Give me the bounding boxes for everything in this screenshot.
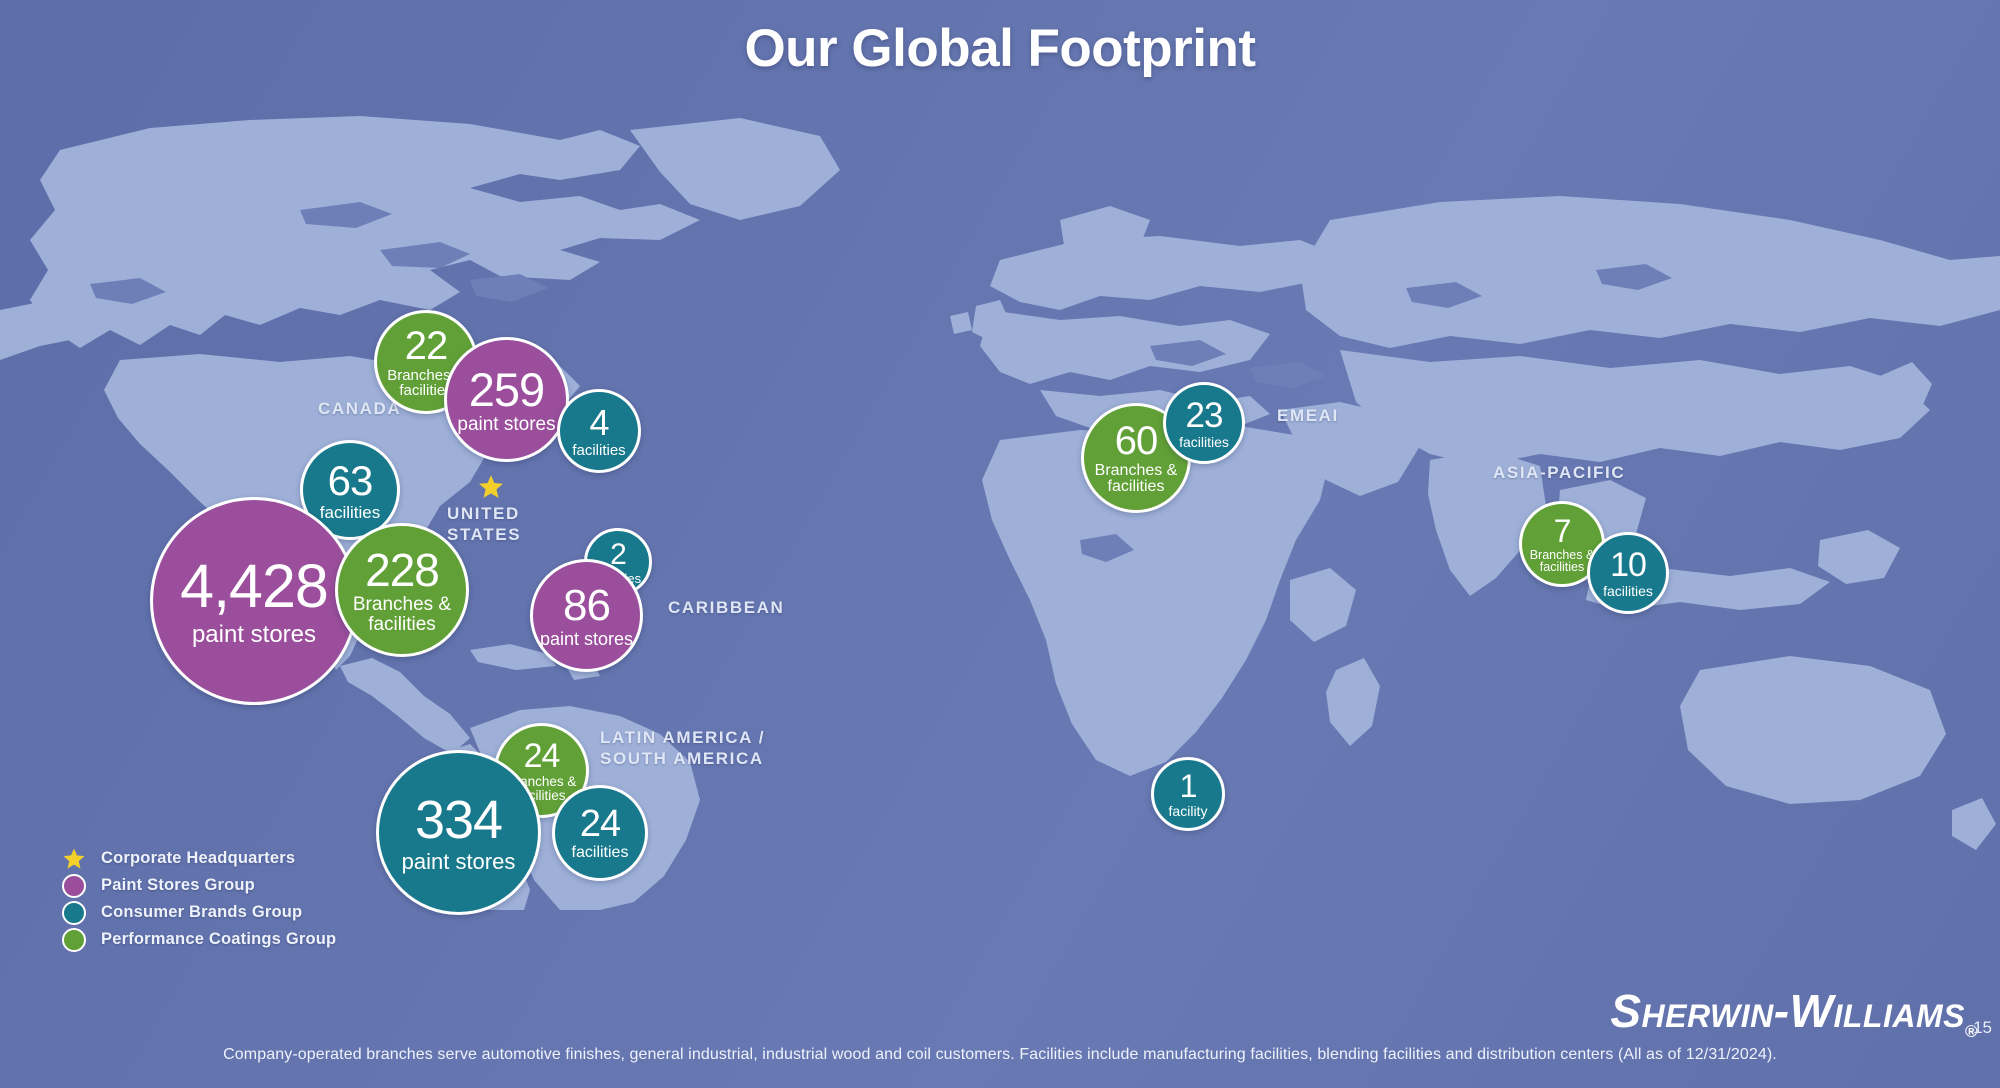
legend-label: Consumer Brands Group [101, 903, 303, 921]
region-label-emeai: EMEAI [1277, 406, 1339, 425]
region-label-caribbean: CARIBBEAN [668, 598, 785, 617]
circle-icon [62, 900, 86, 925]
legend-label: Paint Stores Group [101, 876, 255, 894]
region-label-canada: CANADA [318, 399, 402, 418]
page-title: Our Global Footprint [744, 19, 1256, 78]
logo-wordmark: Sherwin-Williams [1610, 985, 1965, 1037]
corporate-headquarters-star-icon [479, 475, 503, 498]
bubble-united-states-facilities: 63 facilities [300, 440, 400, 540]
bubble-africa-facility: 1 facility [1151, 757, 1225, 831]
bubble-canada-facilities: 4 facilities [557, 389, 641, 473]
region-label-asia-pacific: ASIA-PACIFIC [1493, 463, 1626, 482]
bubble-emeai-facilities: 23 facilities [1163, 382, 1245, 464]
page-number: 15 [1973, 1018, 1992, 1037]
bubble-asia-pacific-facilities: 10 facilities [1587, 532, 1669, 614]
footnote: Company-operated branches serve automoti… [223, 1046, 1777, 1063]
bubble-united-states-branches-facilities: 228 Branches & facilities [335, 523, 469, 657]
sherwin-williams-logo: Sherwin-Williams® [1610, 984, 1978, 1042]
legend-item-consumer-brands-group: Consumer Brands Group [62, 899, 336, 926]
map-landmasses [0, 116, 2000, 910]
star-icon [63, 848, 85, 869]
bubble-latin-america-paint-stores: 334 paint stores [376, 750, 541, 915]
world-map [0, 110, 2000, 910]
legend-label: Corporate Headquarters [101, 849, 296, 867]
region-label-united-states: UNITED STATES [447, 504, 522, 545]
region-label-latin-america: LATIN AMERICA / SOUTH AMERICA [600, 728, 766, 769]
circle-icon [62, 927, 86, 952]
bubble-asia-pacific-branches-facilities: 7 Branches & facilities [1519, 501, 1605, 587]
bubble-latin-america-facilities: 24 facilities [552, 785, 648, 881]
legend: Corporate Headquarters Paint Stores Grou… [62, 845, 336, 953]
bubble-united-states-paint-stores: 4,428 paint stores [150, 497, 358, 705]
legend-label: Performance Coatings Group [101, 930, 337, 948]
circle-icon [62, 873, 86, 898]
registered-trademark-icon: ® [1964, 1022, 1978, 1042]
bubble-caribbean-paint-stores: 86 paint stores [530, 559, 643, 672]
legend-item-paint-stores-group: Paint Stores Group [62, 872, 336, 899]
legend-item-performance-coatings-group: Performance Coatings Group [62, 926, 336, 953]
legend-item-corporate-headquarters: Corporate Headquarters [62, 845, 336, 872]
bubble-canada-paint-stores: 259 paint stores [444, 337, 569, 462]
